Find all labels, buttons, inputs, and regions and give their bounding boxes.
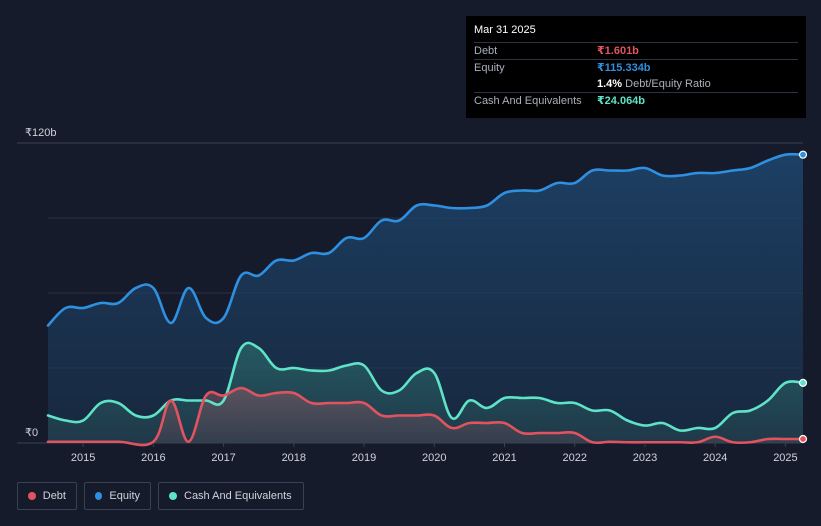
tooltip-equity-label: Equity xyxy=(474,62,505,74)
tooltip-debt-label: Debt xyxy=(474,45,498,57)
x-tick-label: 2020 xyxy=(422,452,446,464)
y-axis-ticks: ₹120b ₹0 xyxy=(25,127,56,439)
y-tick-label: ₹0 xyxy=(25,427,38,439)
x-axis-ticks: 2015 2016 2017 2018 2019 2020 2021 2022 2023 2024… xyxy=(71,443,798,464)
x-tick-label: 2016 xyxy=(141,452,165,464)
legend-equity-dot-icon xyxy=(95,492,103,500)
series-areas xyxy=(48,154,803,446)
equity-line xyxy=(46,152,805,327)
x-tick-label: 2022 xyxy=(563,452,587,464)
tooltip-ratio-value: 1.4% xyxy=(597,78,623,90)
debt-area xyxy=(48,388,803,446)
tooltip-ratio-block: 1.4% Debt/Equity Ratio xyxy=(597,76,711,92)
tooltip-cash-value: ₹24.064b xyxy=(597,95,646,107)
x-tick-label: 2021 xyxy=(492,452,516,464)
series-lines xyxy=(46,152,805,447)
legend-debt-dot-icon xyxy=(28,492,36,500)
y-tick-label: ₹120b xyxy=(25,127,56,139)
cash-endpoint xyxy=(798,378,808,387)
x-tick-label: 2017 xyxy=(211,452,235,464)
debt-line xyxy=(46,386,805,447)
tooltip-row-cash: Cash And Equivalents ₹24.064b xyxy=(474,92,798,109)
tooltip-debt-value: ₹1.601b xyxy=(597,45,639,57)
equity-endpoint xyxy=(798,150,808,159)
legend-debt-label: Debt xyxy=(42,490,66,502)
debt-endpoint xyxy=(798,434,808,444)
x-tick-label: 2015 xyxy=(71,452,95,464)
x-tick-label: 2018 xyxy=(282,452,306,464)
tooltip-row-equity: Equity ₹115.334b xyxy=(474,59,798,76)
tooltip-date: Mar 31 2025 xyxy=(474,24,536,36)
tooltip-row-debt: Debt ₹1.601b xyxy=(474,42,798,59)
legend-item-cash[interactable]: Cash And Equivalents xyxy=(158,482,304,510)
legend-cash-dot-icon xyxy=(169,492,177,500)
tooltip-cash-label: Cash And Equivalents xyxy=(474,95,582,107)
legend-item-debt[interactable]: Debt xyxy=(17,482,77,510)
x-tick-label: 2023 xyxy=(633,452,657,464)
x-tick-label: 2019 xyxy=(352,452,376,464)
tooltip-panel: Mar 31 2025 Debt ₹1.601b Equity ₹115.334… xyxy=(466,16,806,118)
x-tick-label: 2025 xyxy=(773,452,797,464)
legend-equity-label: Equity xyxy=(109,490,140,502)
legend-cash-label: Cash And Equivalents xyxy=(184,490,292,502)
tooltip-ratio-label: Debt/Equity Ratio xyxy=(625,78,711,90)
x-tick-label: 2024 xyxy=(703,452,727,464)
series-endpoints xyxy=(798,150,808,444)
tooltip-row-ratio: 1.4% Debt/Equity Ratio xyxy=(474,76,798,92)
legend-item-equity[interactable]: Equity xyxy=(84,482,151,510)
tooltip-equity-value: ₹115.334b xyxy=(597,62,651,74)
